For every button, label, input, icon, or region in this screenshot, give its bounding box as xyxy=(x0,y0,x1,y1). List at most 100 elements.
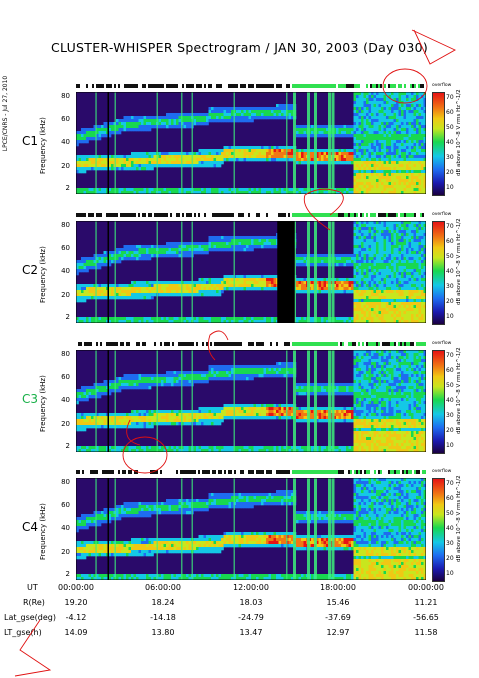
spectrogram-cell xyxy=(401,137,404,141)
mode-strip-segment xyxy=(312,213,314,217)
spectrogram-cell xyxy=(421,266,424,270)
spectrogram-cell xyxy=(373,287,377,291)
spectrogram-cell xyxy=(198,290,202,294)
spectrogram-cell xyxy=(348,152,352,156)
spectrogram-cell xyxy=(391,242,394,246)
spectrogram-cell xyxy=(366,104,369,108)
spectrogram-cell xyxy=(81,293,84,297)
spectrogram-cell xyxy=(301,188,304,192)
spectrogram-cell xyxy=(281,107,284,111)
spectrogram-cell xyxy=(263,113,267,117)
spectrogram-cell xyxy=(388,317,392,321)
spectrogram-cell xyxy=(353,248,357,252)
spectrogram-cell xyxy=(388,131,392,135)
spectrogram-cell xyxy=(363,104,367,108)
spectrogram-cell xyxy=(421,116,424,120)
spectrogram-cell xyxy=(126,320,129,323)
spectrogram-cell xyxy=(406,101,409,105)
spectrogram-cell xyxy=(363,269,367,273)
spectrogram-cell xyxy=(201,122,204,126)
spectrogram-cell xyxy=(193,119,197,123)
spectrogram-cell xyxy=(196,113,199,117)
spectrogram-cell xyxy=(168,152,172,156)
spectrogram-cell xyxy=(253,158,257,162)
spectrogram-cell xyxy=(413,134,417,138)
spectrogram-cell xyxy=(203,152,207,156)
spectrogram-cell xyxy=(343,161,347,165)
spectrogram-cell xyxy=(403,233,407,237)
spectrogram-cell xyxy=(366,263,369,267)
spectrogram-cell xyxy=(283,146,287,150)
spectrogram-cell xyxy=(368,182,372,186)
spectrogram-cell xyxy=(396,128,399,132)
spectrogram-cell xyxy=(391,161,394,165)
spectrogram-cell xyxy=(301,290,304,294)
mode-strip-segment xyxy=(88,213,90,217)
spectrogram-cell xyxy=(268,281,272,285)
spectrogram-cell xyxy=(211,284,214,288)
spectrogram-cell xyxy=(163,161,167,165)
spectrogram-cell xyxy=(326,155,329,159)
spectrogram-cell xyxy=(241,110,244,114)
spectrogram-cell xyxy=(353,242,357,246)
spectrogram-cell xyxy=(421,302,424,306)
spectrogram-cell xyxy=(361,95,364,99)
spectrogram-cell xyxy=(383,287,387,291)
mode-strip-segment xyxy=(156,213,158,217)
spectrogram-cell xyxy=(153,251,157,255)
spectrogram-cell xyxy=(406,98,409,102)
spectrogram-cell xyxy=(126,161,129,165)
mode-strip-segment xyxy=(202,213,204,217)
spectrogram-cell xyxy=(366,266,369,270)
spectrogram-cell xyxy=(418,224,422,228)
spectrogram-cell xyxy=(76,296,79,300)
spectrogram-cell xyxy=(416,230,419,234)
spectrogram-cell xyxy=(406,137,409,141)
spectrogram-cell xyxy=(393,272,397,276)
spectrogram-cell xyxy=(186,152,189,156)
spectrogram-cell xyxy=(346,257,349,261)
spectrogram-cell xyxy=(238,287,242,291)
spectrogram-cell xyxy=(411,227,414,231)
spectrogram-cell xyxy=(131,191,134,194)
spectrogram-cell xyxy=(281,116,284,120)
spectrogram-cell xyxy=(148,293,152,297)
spectrogram-cell xyxy=(371,224,374,228)
spectrogram-cell xyxy=(386,110,389,114)
spectrogram-cell xyxy=(386,191,389,194)
spectrogram-cell xyxy=(133,287,137,291)
spectrogram-cell xyxy=(93,128,97,132)
mode-strip-segment xyxy=(146,213,148,217)
spectrogram-cell xyxy=(76,158,79,162)
spectrogram-cell xyxy=(283,107,287,111)
spectrogram-cell xyxy=(111,155,114,159)
spectrogram-cell xyxy=(358,314,362,318)
spectrogram-cell xyxy=(413,191,417,194)
spectrogram-cell xyxy=(361,284,364,288)
spectrogram-cell xyxy=(278,113,282,117)
spectrogram-cell xyxy=(406,260,409,264)
spectrogram-cell xyxy=(348,317,352,321)
spectrogram-cell xyxy=(381,95,384,99)
spectrogram-cell xyxy=(171,290,174,294)
spectrogram-cell xyxy=(161,254,164,258)
spectrogram-cell xyxy=(396,113,399,117)
spectrogram-cell xyxy=(338,320,342,323)
spectrogram-cell xyxy=(118,260,122,264)
spectrogram-cell xyxy=(358,242,362,246)
spectrogram-cell xyxy=(403,98,407,102)
spectrogram-cell xyxy=(186,242,189,246)
spectrogram-cell xyxy=(98,263,102,267)
spectrogram-cell xyxy=(353,239,357,243)
spectrogram-cell xyxy=(221,317,224,321)
spectrogram-cell xyxy=(193,191,197,194)
spectrogram-cell xyxy=(353,119,357,123)
spectrogram-cell xyxy=(383,191,387,194)
mode-strip-segment xyxy=(130,213,132,217)
spectrogram-cell xyxy=(273,116,277,120)
spectrogram-cell xyxy=(403,260,407,264)
mode-strip-segment xyxy=(256,213,258,217)
spectrogram-cell xyxy=(126,296,129,300)
spectrogram-cell xyxy=(231,188,234,192)
spectrogram-cell xyxy=(353,236,357,240)
